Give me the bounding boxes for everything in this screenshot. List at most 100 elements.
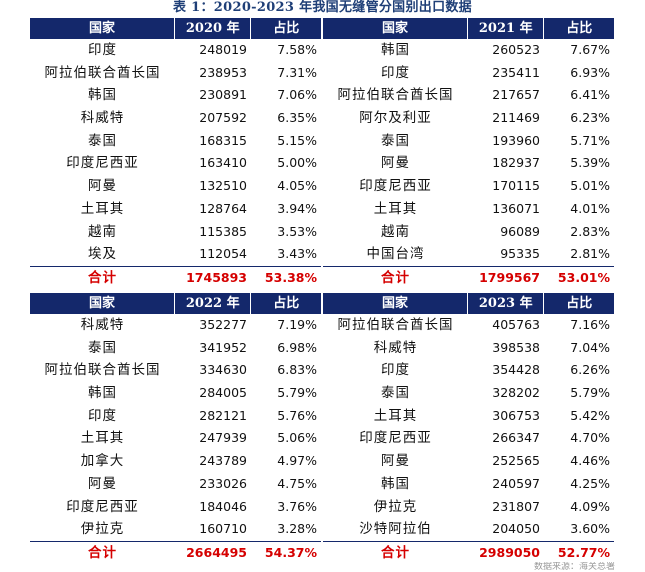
value-cell: 282121 [199, 407, 247, 423]
country-cell: 沙特阿拉伯 [359, 521, 432, 538]
table-row: 印度 282121 5.76% [30, 405, 321, 428]
header-year: 2022 年 [174, 293, 250, 314]
value-cell: 306753 [492, 407, 540, 423]
value-cell: 341952 [199, 339, 247, 355]
total-share: 53.01% [557, 269, 610, 285]
country-cell: 越南 [381, 223, 410, 240]
table-row: 土耳其 247939 5.06% [30, 427, 321, 450]
share-cell: 3.76% [277, 498, 317, 514]
share-cell: 6.35% [277, 110, 317, 126]
share-cell: 5.15% [277, 132, 317, 148]
country-cell: 越南 [88, 223, 117, 240]
value-cell: 266347 [492, 430, 540, 446]
value-cell: 354428 [492, 362, 540, 378]
country-cell: 科威特 [80, 110, 125, 127]
country-cell: 韩国 [381, 475, 410, 492]
table-row: 印度尼西亚 163410 5.00% [30, 152, 321, 175]
table-row: 沙特阿拉伯 204050 3.60% [323, 518, 614, 541]
country-cell: 阿曼 [88, 475, 117, 492]
country-cell: 印度 [381, 362, 410, 379]
total-share: 52.77% [557, 544, 610, 560]
country-cell: 埃及 [88, 246, 117, 263]
table-row: 土耳其 136071 4.01% [323, 198, 614, 221]
share-cell: 5.39% [570, 155, 610, 171]
total-share: 53.38% [264, 269, 317, 285]
total-value: 1745893 [186, 269, 247, 285]
value-cell: 238953 [199, 64, 247, 80]
table-row: 阿曼 233026 4.75% [30, 473, 321, 496]
value-cell: 252565 [492, 453, 540, 469]
table-row: 韩国 230891 7.06% [30, 84, 321, 107]
country-cell: 阿尔及利亚 [359, 110, 432, 127]
table-row: 越南 96089 2.83% [323, 221, 614, 244]
country-cell: 印度 [88, 407, 117, 424]
country-cell: 阿曼 [381, 155, 410, 172]
value-cell: 96089 [500, 223, 540, 239]
share-cell: 7.19% [277, 317, 317, 332]
country-cell: 印度尼西亚 [66, 498, 139, 515]
share-cell: 6.98% [277, 339, 317, 355]
share-cell: 4.05% [277, 178, 317, 194]
panel-2021: 国家 2021 年占比 韩国 260523 7.67% 印度 235411 6.93% 阿拉伯联… [323, 18, 614, 289]
country-cell: 科威特 [373, 339, 418, 356]
table-row: 科威特 207592 6.35% [30, 107, 321, 130]
country-cell: 韩国 [88, 385, 117, 402]
share-cell: 7.31% [277, 64, 317, 80]
table-row: 印度尼西亚 266347 4.70% [323, 427, 614, 450]
value-cell: 260523 [492, 42, 540, 57]
share-cell: 3.94% [277, 200, 317, 216]
table-row: 阿拉伯联合酋长国 405763 7.16% [323, 314, 614, 337]
value-cell: 95335 [500, 246, 540, 262]
country-cell: 阿拉伯联合酋长国 [337, 317, 454, 333]
header-country: 国家 [88, 21, 115, 36]
table-header: 国家 2020 年占比 [30, 18, 321, 39]
table-row: 韩国 284005 5.79% [30, 382, 321, 405]
table-row: 泰国 168315 5.15% [30, 130, 321, 153]
share-cell: 6.23% [570, 110, 610, 126]
share-cell: 7.04% [570, 339, 610, 355]
table-row: 印度 354428 6.26% [323, 359, 614, 382]
total-row: 合计 2664495 54.37% [30, 540, 321, 564]
value-cell: 182937 [492, 155, 540, 171]
value-cell: 163410 [199, 155, 247, 171]
value-cell: 334630 [199, 362, 247, 378]
share-cell: 5.71% [570, 132, 610, 148]
header-share: 占比 [250, 293, 321, 314]
header-share: 占比 [543, 293, 614, 314]
table-row: 印度尼西亚 170115 5.01% [323, 175, 614, 198]
country-cell: 阿曼 [88, 178, 117, 195]
value-cell: 405763 [492, 317, 540, 332]
table-header: 国家 2022 年占比 [30, 293, 321, 314]
value-cell: 184046 [199, 498, 247, 514]
share-cell: 4.09% [570, 498, 610, 514]
table-row: 越南 115385 3.53% [30, 221, 321, 244]
value-cell: 248019 [199, 42, 247, 57]
country-cell: 泰国 [381, 132, 410, 149]
value-cell: 240597 [492, 475, 540, 491]
header-country: 国家 [88, 296, 115, 311]
panel-2022: 国家 2022 年占比 科威特 352277 7.19% 泰国 341952 6.98% 阿拉伯… [30, 293, 321, 564]
country-cell: 科威特 [80, 317, 125, 333]
value-cell: 352277 [199, 317, 247, 332]
total-row: 合计 1799567 53.01% [323, 265, 614, 289]
share-cell: 6.83% [277, 362, 317, 378]
country-cell: 土耳其 [373, 200, 418, 217]
total-label: 合计 [88, 269, 117, 286]
country-cell: 阿拉伯联合酋长国 [337, 87, 454, 104]
value-cell: 132510 [199, 178, 247, 194]
table-row: 阿曼 182937 5.39% [323, 152, 614, 175]
share-cell: 5.00% [277, 155, 317, 171]
panel-2023: 国家 2023 年占比 阿拉伯联合酋长国 405763 7.16% 科威特 398538 7.… [323, 293, 614, 564]
table-row: 土耳其 128764 3.94% [30, 198, 321, 221]
table-row: 泰国 328202 5.79% [323, 382, 614, 405]
share-cell: 2.81% [570, 246, 610, 262]
header-country: 国家 [381, 296, 408, 311]
country-cell: 泰国 [88, 339, 117, 356]
value-cell: 230891 [199, 87, 247, 103]
table-row: 阿拉伯联合酋长国 217657 6.41% [323, 84, 614, 107]
share-cell: 3.53% [277, 223, 317, 239]
share-cell: 4.75% [277, 475, 317, 491]
country-cell: 印度尼西亚 [66, 155, 139, 172]
country-cell: 伊拉克 [80, 521, 125, 538]
value-cell: 160710 [199, 521, 247, 537]
